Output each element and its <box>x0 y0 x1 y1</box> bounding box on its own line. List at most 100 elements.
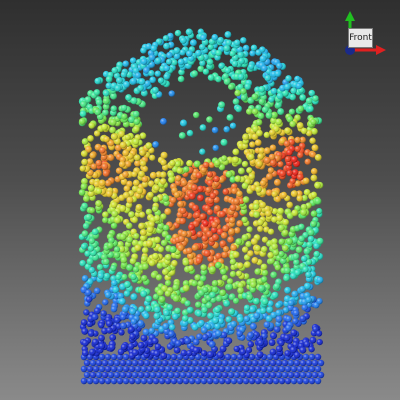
particle <box>314 365 322 373</box>
particle <box>174 307 181 315</box>
particle <box>294 180 301 187</box>
particle <box>284 377 292 385</box>
particle <box>269 129 276 136</box>
particle <box>119 371 127 379</box>
particle <box>141 255 148 262</box>
particle <box>130 77 137 85</box>
particle <box>202 333 209 341</box>
particle <box>310 220 317 228</box>
particle <box>151 337 159 345</box>
particle <box>282 218 289 226</box>
particle <box>99 147 106 154</box>
particle <box>281 371 289 379</box>
particle <box>299 285 306 293</box>
particle <box>123 281 131 288</box>
particle <box>116 353 124 361</box>
particle <box>81 158 88 166</box>
particle <box>119 233 127 241</box>
particle <box>222 73 229 80</box>
particle <box>257 339 264 347</box>
particle <box>305 271 312 278</box>
particle <box>118 329 125 336</box>
particle <box>119 359 127 367</box>
particle <box>188 223 195 231</box>
particle <box>316 208 323 215</box>
particle <box>310 191 318 199</box>
particle <box>271 208 279 215</box>
particle <box>146 226 154 234</box>
particle <box>213 175 220 183</box>
orientation-triad[interactable]: Front <box>340 8 392 58</box>
particle <box>290 329 298 337</box>
particle <box>160 159 167 166</box>
particle <box>222 188 230 195</box>
particle <box>293 359 301 367</box>
particle <box>110 105 118 112</box>
particle <box>215 75 222 83</box>
particle <box>133 232 140 240</box>
particle <box>242 196 250 203</box>
particle <box>289 93 296 101</box>
particle <box>249 50 256 57</box>
particle <box>103 136 110 143</box>
particle <box>195 257 203 264</box>
particle <box>191 70 198 77</box>
particle <box>263 156 271 164</box>
particle <box>281 359 289 367</box>
particle <box>305 296 312 304</box>
particle <box>206 377 214 385</box>
particle <box>240 94 248 101</box>
particle <box>217 36 224 44</box>
particle <box>107 371 115 379</box>
particle <box>200 350 208 357</box>
particle <box>152 141 159 148</box>
particle <box>128 365 136 373</box>
particle <box>269 348 277 356</box>
particle <box>154 343 162 351</box>
particle <box>87 135 94 142</box>
particle <box>134 365 142 373</box>
particle <box>292 309 300 317</box>
particle <box>116 377 124 385</box>
particle <box>251 371 259 379</box>
particle <box>250 281 257 288</box>
particle <box>170 365 178 373</box>
particle <box>160 352 168 360</box>
particle <box>81 177 88 185</box>
particle <box>224 31 232 38</box>
particle <box>145 208 153 216</box>
particle <box>229 258 237 265</box>
particle <box>211 34 219 41</box>
particle <box>258 98 265 105</box>
particle <box>241 234 249 241</box>
particle <box>195 301 202 308</box>
particle <box>236 377 244 385</box>
particle <box>311 144 319 152</box>
particle <box>299 371 307 379</box>
particle <box>186 349 193 357</box>
particle <box>149 171 157 179</box>
particle <box>185 371 193 379</box>
particle <box>110 222 118 229</box>
particle <box>286 201 293 209</box>
particle <box>236 316 244 323</box>
particle <box>182 259 190 266</box>
particle <box>110 305 118 313</box>
particle <box>251 257 259 264</box>
particle <box>175 175 182 182</box>
particle <box>168 176 175 184</box>
particle <box>239 359 247 367</box>
particle <box>248 63 255 70</box>
particle <box>232 98 240 105</box>
particle <box>161 359 169 367</box>
particle <box>230 320 238 328</box>
particle <box>221 251 229 259</box>
particle <box>191 359 199 367</box>
particle <box>173 52 181 60</box>
particle <box>110 133 118 141</box>
particle <box>80 319 88 326</box>
particle <box>152 293 160 300</box>
particle <box>274 264 281 271</box>
particle <box>144 80 151 87</box>
